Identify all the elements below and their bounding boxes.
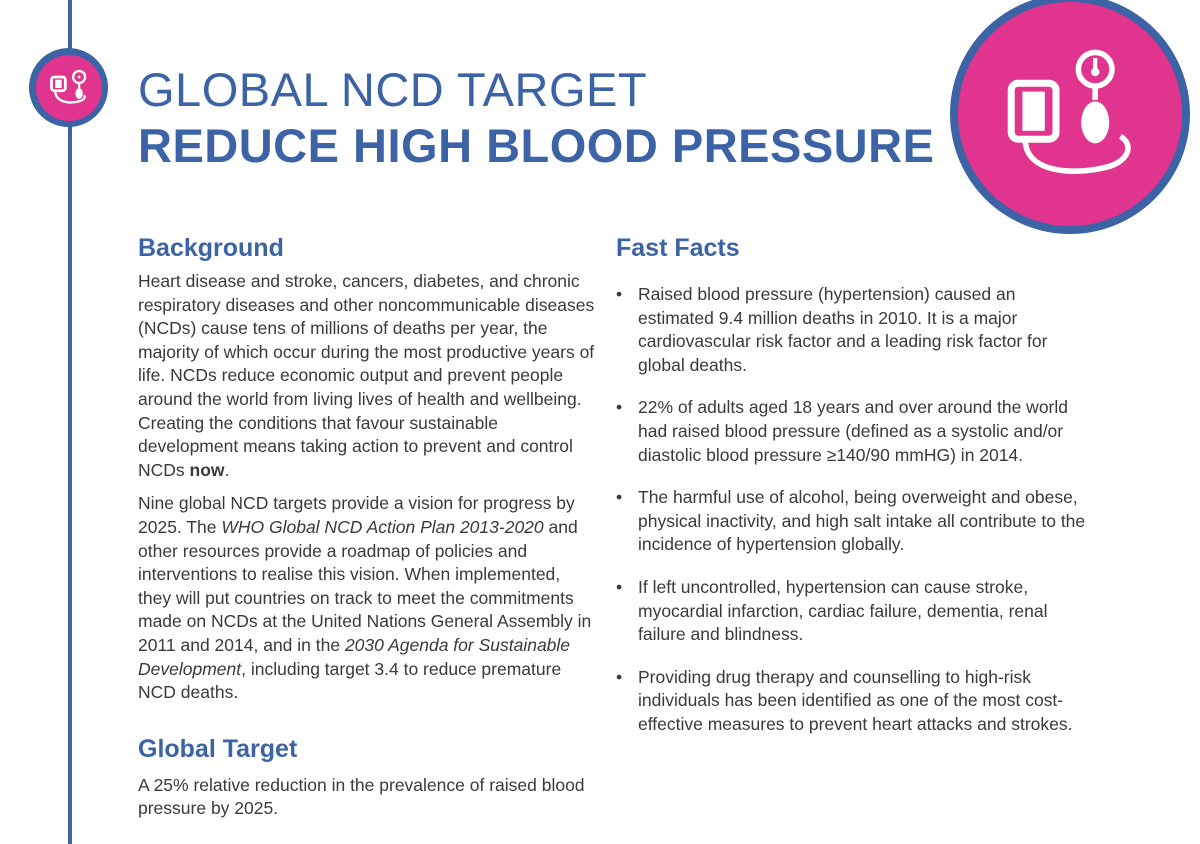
bullet: • (616, 397, 623, 418)
global-target-heading: Global Target (138, 734, 298, 763)
bullet: • (616, 666, 623, 687)
fast-fact-item: • If left uncontrolled, hypertension can … (616, 576, 1048, 645)
background-heading: Background (138, 234, 284, 262)
bullet: • (616, 576, 623, 597)
bullet: • (616, 284, 623, 304)
fast-fact-item: • The harmful use of alcohol, being overw… (616, 487, 1086, 555)
background-paragraph-1: Heart disease and stroke, cancers, diabe… (138, 271, 595, 480)
fast-fact-item: • Raised blood pressure (hypertension) ca… (616, 284, 1048, 375)
page-supertitle: GLOBAL NCD TARGET (138, 63, 648, 116)
large-badge (950, 0, 1190, 234)
right-column: Fast Facts • Raised blood pressure (hyper… (616, 230, 1086, 756)
small-badge (29, 48, 108, 127)
blood-pressure-cuff-icon (958, 2, 1182, 226)
fast-facts-heading: Fast Facts (616, 234, 740, 262)
fast-facts-list: • Raised blood pressure (hypertension) ca… (616, 283, 1086, 737)
vertical-rule (68, 0, 72, 844)
page-title: REDUCE HIGH BLOOD PRESSURE (138, 119, 935, 172)
bullet: • (616, 487, 623, 508)
fast-fact-item: • 22% of adults aged 18 years and over ar… (616, 397, 1069, 465)
background-paragraph-2: Nine global NCD targets provide a vision… (138, 493, 592, 703)
global-target-text: A 25% relative reduction in the prevalen… (138, 774, 585, 819)
left-column: Background Heart disease and stroke, can… (138, 230, 598, 821)
fast-fact-item: • Providing drug therapy and counselling … (616, 666, 1073, 734)
blood-pressure-cuff-icon (35, 54, 102, 121)
